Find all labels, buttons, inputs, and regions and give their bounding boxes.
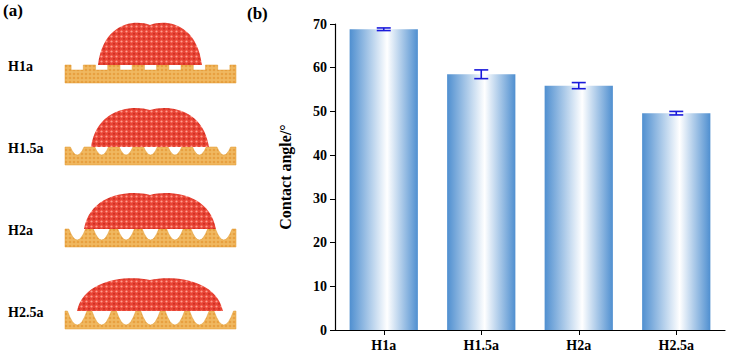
svg-text:H1a: H1a: [371, 338, 396, 353]
svg-text:10: 10: [313, 279, 327, 294]
svg-text:40: 40: [313, 148, 327, 163]
svg-text:20: 20: [313, 235, 327, 250]
svg-text:H1.5a: H1.5a: [464, 338, 499, 353]
svg-text:H2.5a: H2.5a: [8, 305, 43, 320]
svg-text:70: 70: [313, 17, 327, 32]
svg-text:0: 0: [320, 323, 327, 338]
svg-text:(a): (a): [3, 1, 23, 20]
svg-text:(b): (b): [247, 4, 268, 23]
svg-text:H2a: H2a: [566, 338, 591, 353]
svg-text:H2.5a: H2.5a: [659, 338, 694, 353]
svg-text:60: 60: [313, 60, 327, 75]
svg-text:H2a: H2a: [8, 223, 33, 238]
svg-text:30: 30: [313, 191, 327, 206]
svg-text:50: 50: [313, 104, 327, 119]
svg-text:H1a: H1a: [8, 59, 33, 74]
svg-text:H1.5a: H1.5a: [8, 141, 43, 156]
svg-text:Contact angle/°: Contact angle/°: [277, 124, 295, 230]
